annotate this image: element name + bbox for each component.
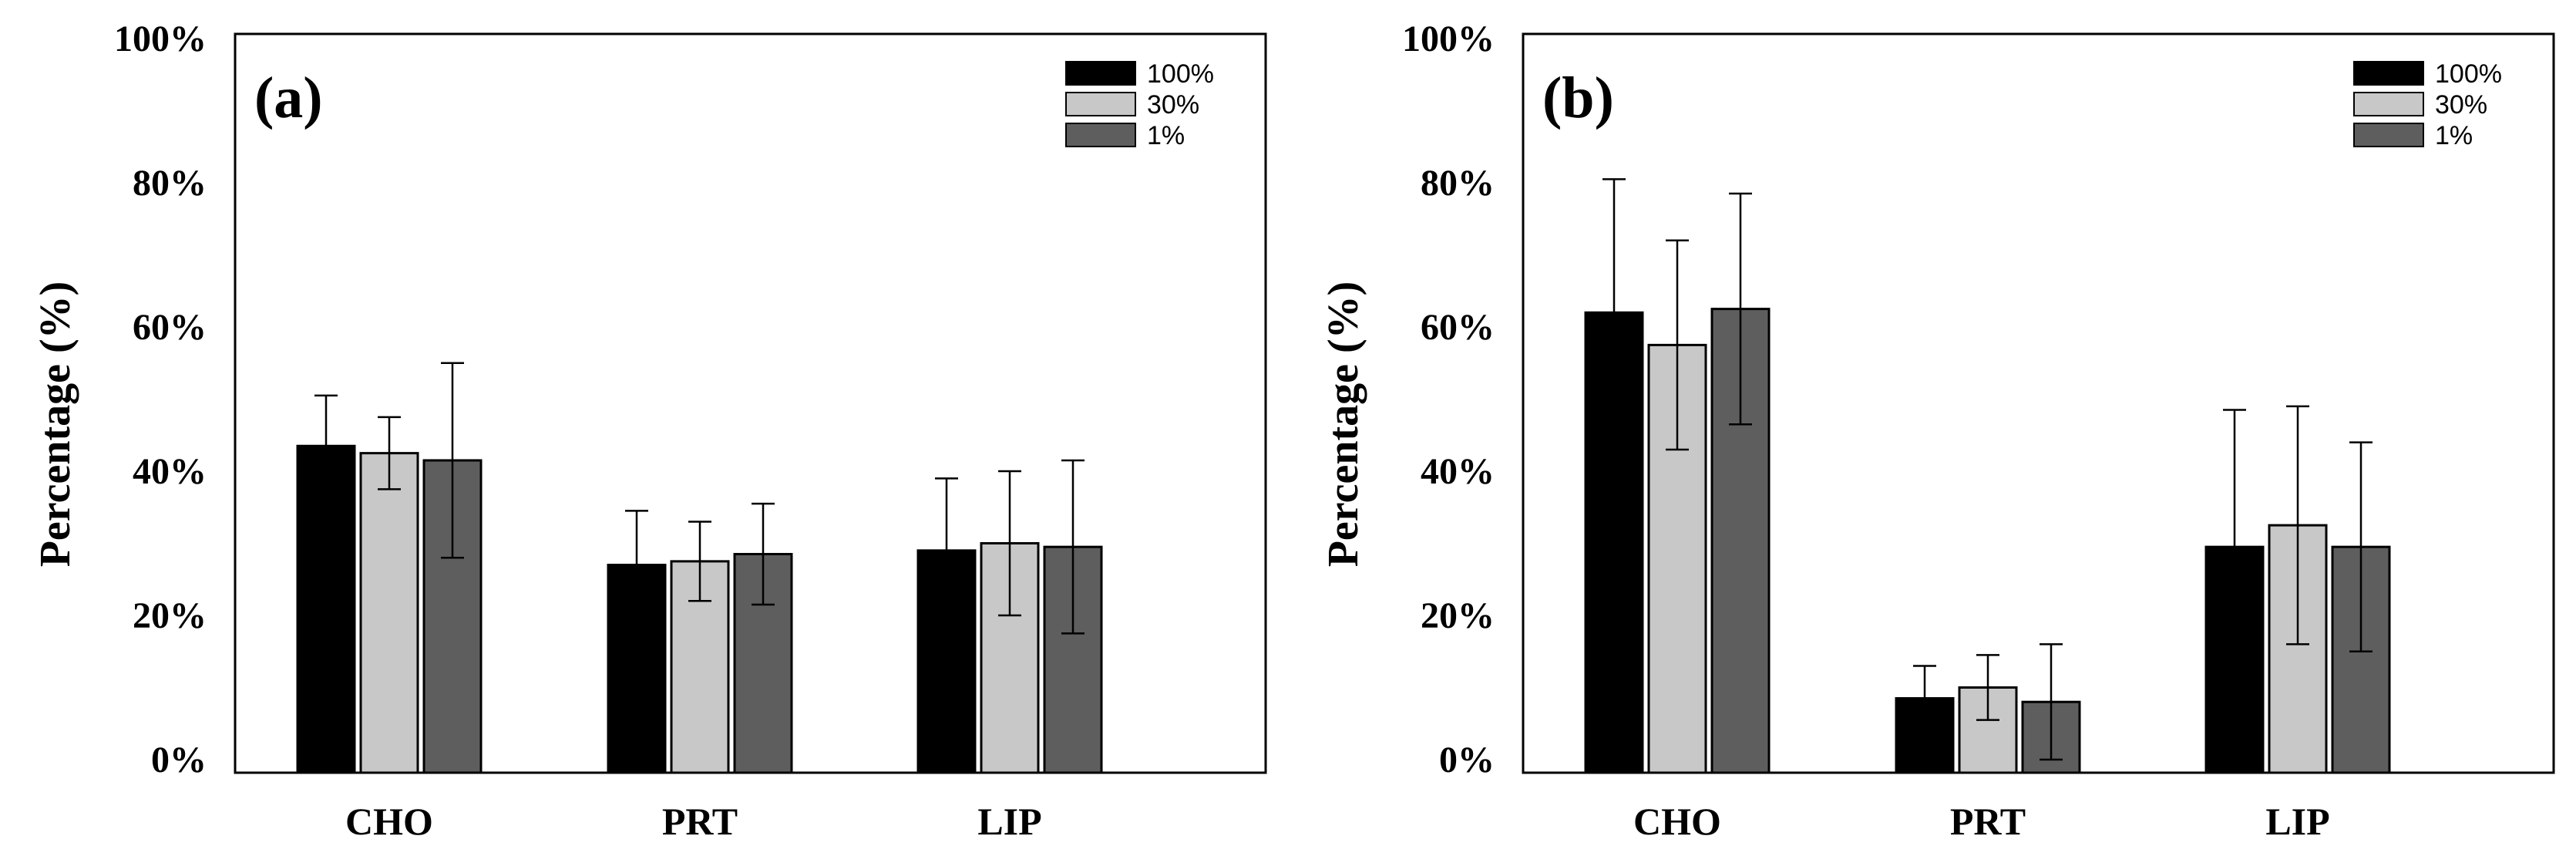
- y-axis-title-b: Percentage (%): [1320, 281, 1367, 568]
- legend-swatch-a-0: [1065, 61, 1136, 86]
- legend-label-a-0: 100%: [1147, 59, 1214, 89]
- legend-swatch-b-1: [2353, 92, 2424, 116]
- chart-a-svg: 0% 20% 40% 60% 80% 100% Percentage (%) (a) CHO PR…: [32, 19, 1267, 843]
- y-tick-label-b-0: 0%: [1439, 740, 1495, 780]
- chart-panel-a: 0% 20% 40% 60% 80% 100% Percentage (%) (a) CHO PR…: [32, 19, 1267, 843]
- x-tick-label-b-lip: LIP: [2265, 800, 2329, 843]
- x-tick-label-a-prt: PRT: [662, 800, 738, 843]
- legend-label-a-2: 1%: [1147, 121, 1185, 150]
- x-tick-label-b-prt: PRT: [1950, 800, 2026, 843]
- x-tick-label-a-lip: LIP: [977, 800, 1041, 843]
- y-axis-title-a: Percentage (%): [32, 281, 79, 568]
- y-tick-label-a-0: 0%: [151, 740, 207, 780]
- legend-label-b-0: 100%: [2435, 59, 2502, 89]
- legend-label-a-1: 30%: [1147, 90, 1199, 120]
- bar-a-cho-1: [359, 452, 419, 774]
- y-tick-label-a-2: 40%: [133, 451, 207, 492]
- chart-panel-b: 0% 20% 40% 60% 80% 100% Percentage (%) (b) CHO PR…: [1288, 0, 2576, 856]
- legend-label-b-2: 1%: [2435, 121, 2473, 150]
- y-tick-label-b-1: 20%: [1421, 595, 1495, 636]
- y-tick-label-a-5: 100%: [114, 19, 207, 59]
- legend-swatch-a-2: [1065, 123, 1136, 147]
- x-tick-label-a-cho: CHO: [345, 800, 433, 843]
- y-tick-label-a-3: 60%: [133, 307, 207, 348]
- y-tick-label-b-2: 40%: [1421, 451, 1495, 492]
- legend-swatch-b-2: [2353, 123, 2424, 147]
- y-tick-label-a-4: 80%: [133, 163, 207, 204]
- panel-label-a: (a): [254, 66, 323, 130]
- y-tick-label-b-5: 100%: [1402, 19, 1495, 59]
- y-tick-label-a-1: 20%: [133, 595, 207, 636]
- panel-label-b: (b): [1542, 66, 1614, 130]
- legend-label-b-1: 30%: [2435, 90, 2487, 120]
- y-tick-label-b-4: 80%: [1421, 163, 1495, 204]
- legend-swatch-b-0: [2353, 61, 2424, 86]
- legend-swatch-a-1: [1065, 92, 1136, 116]
- chart-b-svg: 0% 20% 40% 60% 80% 100% Percentage (%) (b) CHO PR…: [1320, 19, 2555, 843]
- x-tick-label-b-cho: CHO: [1633, 800, 1721, 843]
- y-tick-label-b-3: 60%: [1421, 307, 1495, 348]
